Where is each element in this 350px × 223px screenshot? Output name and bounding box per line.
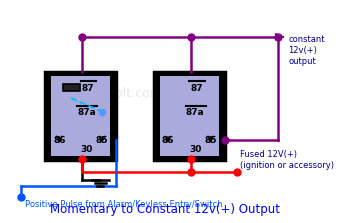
- Text: 86: 86: [53, 136, 65, 145]
- Bar: [51, 76, 110, 156]
- Text: Positive Pulse from Alarm/Keyless Entry/Switch: Positive Pulse from Alarm/Keyless Entry/…: [25, 200, 222, 209]
- Text: 30: 30: [80, 145, 93, 154]
- Text: 85: 85: [204, 136, 217, 145]
- Text: 87: 87: [82, 84, 94, 93]
- Text: constant
12v(+)
output: constant 12v(+) output: [288, 35, 324, 66]
- Text: 87: 87: [190, 84, 203, 93]
- Bar: [45, 72, 116, 160]
- Text: Momentary to Constant 12v(+) Output: Momentary to Constant 12v(+) Output: [50, 203, 280, 216]
- Text: the-12volt.com: the-12volt.com: [68, 87, 163, 100]
- Bar: [63, 84, 80, 91]
- Bar: [160, 76, 219, 156]
- Bar: [154, 72, 225, 160]
- Text: 87a: 87a: [77, 108, 96, 117]
- Text: 30: 30: [189, 145, 202, 154]
- Text: Fused 12V(+)
(ignition or accessory): Fused 12V(+) (ignition or accessory): [240, 150, 334, 170]
- Text: 85: 85: [96, 136, 108, 145]
- Text: 86: 86: [162, 136, 174, 145]
- Text: 87a: 87a: [186, 108, 205, 117]
